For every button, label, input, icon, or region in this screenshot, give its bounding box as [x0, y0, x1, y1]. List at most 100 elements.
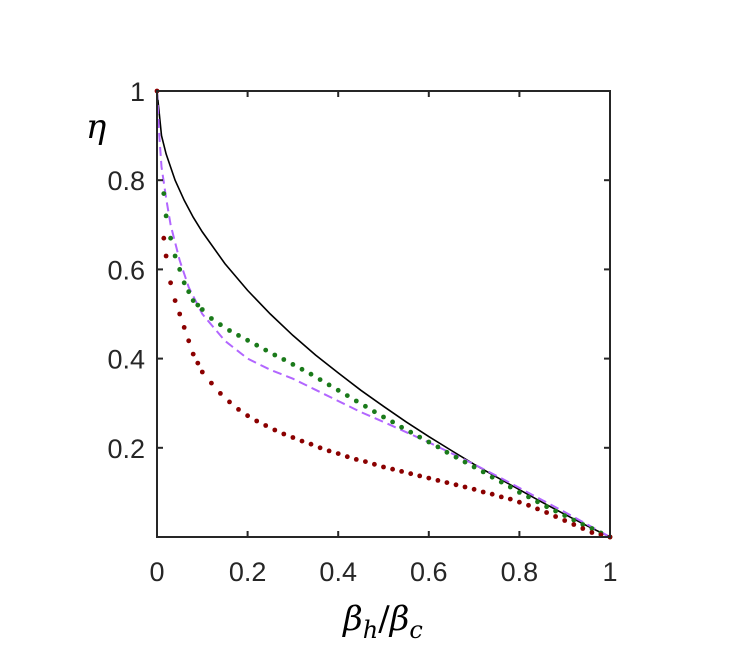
series-3-point-43	[498, 494, 504, 500]
series-2-point-43	[507, 484, 513, 490]
series-3-point-29	[372, 461, 377, 467]
series-3-point-44	[507, 496, 513, 502]
series-3-point-36	[435, 478, 441, 483]
series-2-point-24	[335, 387, 341, 393]
series-2-point-47	[544, 504, 549, 510]
series-2-point-26	[353, 398, 359, 404]
series-2-point-28	[372, 409, 377, 415]
series-3-point-45	[517, 499, 522, 505]
series-3-point-11	[209, 380, 214, 386]
series-3-point-40	[471, 486, 477, 492]
x-tick-label-3: 0.6	[410, 557, 448, 587]
series-3-point-33	[408, 471, 414, 477]
series-3-point-37	[444, 480, 450, 485]
series-2-point-15	[254, 342, 260, 348]
x-tick-label-0: 0	[149, 557, 164, 587]
x-tick-label-5: 1	[602, 557, 617, 587]
x-axis-label-sub-h: h	[363, 616, 378, 644]
series-3-point-51	[571, 522, 577, 527]
series-3-point-54	[598, 532, 604, 538]
series-2-point-27	[363, 403, 368, 409]
series-2-point-3	[172, 253, 178, 259]
ticks-layer: 0 0.2 0.4 0.6 0.8 1 0.2 0.4 0.6 0.8 1	[107, 77, 617, 587]
series-3-point-30	[381, 464, 386, 470]
y-tick-label-4: 1	[130, 77, 145, 107]
series-2-point-21	[308, 371, 314, 377]
series-2-point-18	[281, 357, 287, 362]
series-2-point-40	[480, 469, 486, 475]
series-3-point-1	[161, 235, 167, 241]
series-3-point-14	[236, 407, 241, 412]
series-2-point-35	[435, 444, 441, 450]
series-2-point-9	[199, 307, 205, 312]
series-2-point-22	[317, 377, 323, 382]
series-2-point-25	[344, 393, 350, 398]
series-2-point-51	[580, 522, 586, 527]
series-3-point-8	[190, 351, 196, 357]
series-2-point-5	[181, 280, 187, 286]
series-layer	[154, 88, 613, 540]
series-3-point-27	[353, 457, 359, 462]
series-2-point-42	[498, 479, 504, 485]
series-3-point-4	[172, 298, 178, 303]
y-axis-label: η	[86, 107, 107, 147]
series-2-point-41	[489, 474, 495, 480]
series-3-point-48	[544, 510, 549, 515]
series-3-point-49	[553, 514, 558, 519]
series-2-point-0	[161, 191, 167, 197]
series-3-point-20	[290, 435, 296, 440]
series-3-point-21	[299, 438, 305, 444]
series-2-point-12	[227, 328, 232, 333]
series-3-point-9	[195, 360, 201, 366]
series-2-point-31	[399, 424, 404, 430]
series-3-point-22	[308, 441, 314, 447]
series-3-point-23	[317, 445, 323, 451]
series-2-point-11	[218, 322, 223, 328]
y-tick-label-3: 0.8	[107, 166, 145, 196]
series-2-point-36	[444, 449, 450, 455]
series-3-point-17	[263, 423, 269, 428]
series-2-point-8	[195, 302, 201, 308]
series-2-point-44	[517, 490, 522, 495]
series-2-point-33	[417, 434, 423, 440]
series-3-point-6	[181, 325, 187, 330]
x-axis-label-slash: /	[378, 599, 390, 639]
series-2-point-1	[163, 213, 169, 219]
x-axis-label-beta-h: β	[341, 599, 363, 639]
x-axis-label-beta-c: β	[388, 599, 410, 639]
x-tick-label-2: 0.4	[319, 557, 357, 587]
series-3-point-47	[535, 506, 540, 512]
plot-frame	[156, 90, 611, 538]
series-2-point-32	[408, 429, 414, 435]
series-3-point-28	[363, 459, 368, 464]
series-2-point-14	[245, 337, 251, 343]
series-2-point-45	[526, 494, 531, 500]
series-3-point-26	[344, 454, 350, 460]
series-3-point-10	[199, 369, 205, 375]
series-2-point-4	[177, 267, 183, 272]
y-tick-label-1: 0.4	[107, 345, 145, 375]
series-3-point-12	[218, 391, 223, 396]
series-2-point-19	[290, 362, 296, 367]
series-3-point-39	[462, 484, 468, 490]
series-2-point-39	[471, 464, 477, 470]
series-3-point-41	[480, 489, 486, 495]
series-3-point-19	[281, 431, 287, 437]
y-tick-label-2: 0.6	[107, 255, 145, 285]
x-axis-label: βh/βc	[341, 599, 423, 644]
x-tick-label-1: 0.2	[229, 557, 267, 587]
series-3-point-13	[227, 399, 232, 405]
series-3-point-32	[399, 469, 404, 474]
series-3-point-24	[326, 448, 332, 454]
series-2-point-37	[453, 454, 459, 460]
series-3-point-53	[589, 530, 595, 535]
series-2-point-13	[236, 333, 241, 338]
series-2-point-50	[571, 517, 577, 523]
series-2-point-52	[589, 526, 595, 531]
series-2-point-34	[426, 439, 432, 445]
series-3-point-52	[580, 526, 586, 531]
series-2-point-29	[381, 414, 386, 420]
series-3-point-5	[177, 311, 183, 317]
